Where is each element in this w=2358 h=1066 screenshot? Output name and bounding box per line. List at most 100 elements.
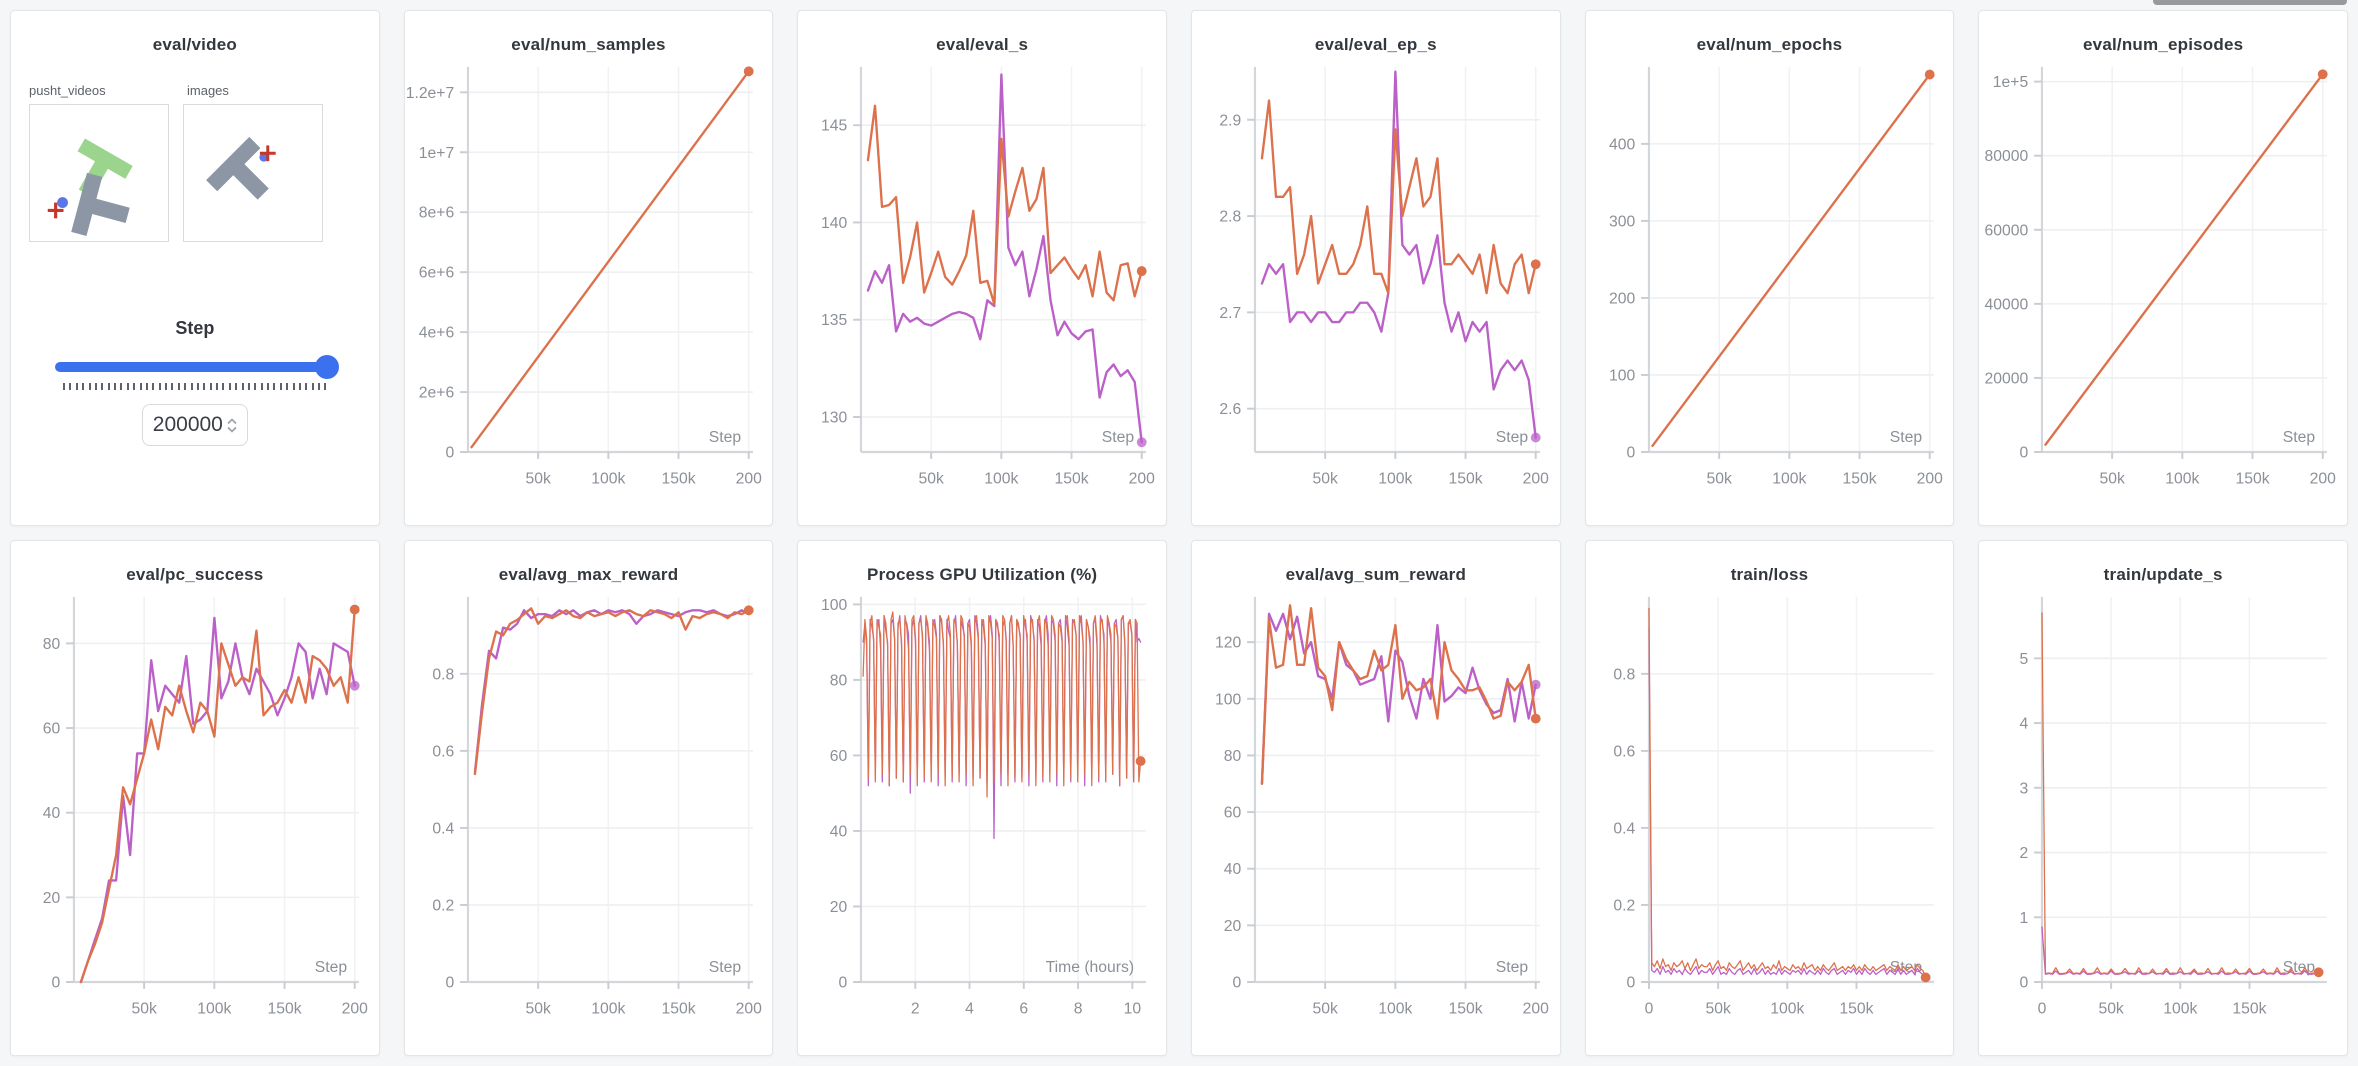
- y-tick-label: 0: [445, 975, 454, 992]
- agent-dot: [259, 152, 269, 162]
- y-tick-label: 40000: [1985, 296, 2029, 313]
- slider-tick: [177, 383, 180, 390]
- y-tick-label: 0.2: [432, 897, 454, 914]
- y-tick-label: 2: [2020, 845, 2029, 862]
- slider-track[interactable]: [55, 362, 335, 372]
- x-tick-label: 4: [965, 1000, 974, 1017]
- slider-tick: [94, 383, 97, 390]
- chart-plot-area[interactable]: 130 135 140 145 50k 100k 150k 200 Step: [798, 57, 1166, 509]
- y-tick-label: 80000: [1985, 148, 2029, 165]
- series-end-dot-orange: [743, 605, 754, 616]
- x-tick-label: 50k: [919, 470, 944, 487]
- x-tick-label: 100k: [2166, 470, 2200, 487]
- chart-panel-eval-avg-max-reward: eval/avg_max_reward 0 0.2 0.4 0.6 0.8 50k 100k 1…: [403, 540, 774, 1056]
- slider-tick: [145, 383, 148, 390]
- x-tick-label: 200: [1523, 470, 1549, 487]
- series-line-purple: [2041, 926, 2320, 975]
- series-line-purple: [1647, 627, 1926, 979]
- chart-plot-area[interactable]: 0 20000 40000 60000 80000 1e+5 50k 100k 150k 200 S…: [1979, 57, 2347, 509]
- series-line-orange: [469, 70, 750, 449]
- x-tick-label: 200: [2310, 470, 2336, 487]
- chart-panel-eval-num-epochs: eval/num_epochs 0 100 200 300 400 50k 100k 150k 2…: [1584, 10, 1955, 526]
- chevron-up-icon[interactable]: [227, 417, 237, 425]
- y-tick-label: 20: [1224, 918, 1242, 935]
- series-line-orange: [2044, 73, 2325, 446]
- y-tick-label: 120: [1215, 635, 1241, 652]
- series-line-orange: [1260, 99, 1537, 295]
- step-value[interactable]: 200000: [152, 413, 223, 436]
- media-caption-images: images: [187, 83, 229, 98]
- pusht-video-thumbnail[interactable]: [29, 104, 169, 242]
- series-line-orange: [1650, 73, 1931, 447]
- y-tick-label: 0.2: [1613, 897, 1635, 914]
- slider-tick: [228, 383, 231, 390]
- chart-panel-eval-pc-success: eval/pc_success 0 20 40 60 80 50k 100k 150k 200 St…: [10, 540, 380, 1056]
- chart-plot-area[interactable]: 0 0.2 0.4 0.6 0.8 50k 100k 150k 200 Step: [405, 587, 773, 1039]
- y-tick-label: 0: [839, 975, 848, 992]
- step-slider-label: Step: [175, 318, 215, 338]
- x-tick-label: 50k: [2100, 470, 2125, 487]
- x-tick-label: 150k: [1448, 1000, 1482, 1017]
- series-end-dot-orange: [1137, 266, 1147, 277]
- x-tick-label: 50k: [2099, 1000, 2124, 1017]
- x-tick-label: 100k: [197, 1000, 231, 1017]
- x-tick-label: 150k: [1448, 470, 1482, 487]
- y-tick-label: 8e+6: [418, 205, 454, 222]
- y-tick-label: 145: [821, 118, 847, 135]
- y-tick-label: 5: [2020, 651, 2029, 668]
- y-tick-label: 0.6: [1613, 743, 1635, 760]
- series-end-dot-purple: [1137, 437, 1147, 448]
- chart-title: eval/num_samples: [511, 35, 666, 54]
- y-tick-label: 2.7: [1219, 305, 1241, 322]
- y-tick-label: 4: [2020, 716, 2029, 733]
- slider-tick: [82, 383, 85, 390]
- images-thumbnail[interactable]: [183, 104, 323, 242]
- step-value-input[interactable]: 200000: [141, 404, 248, 446]
- step-slider[interactable]: [55, 355, 339, 379]
- y-tick-label: 20: [830, 899, 848, 916]
- slider-tick: [273, 383, 276, 390]
- chart-plot-area[interactable]: 0 20 40 60 80 100 2 4 6 8 10 Time (hours): [798, 587, 1166, 1039]
- y-tick-label: 60: [43, 721, 61, 738]
- chart-panel-process-gpu-utilization-: Process GPU Utilization (%) 0 20 40 60 80 100 2…: [797, 540, 1167, 1056]
- y-tick-label: 100: [1609, 367, 1635, 384]
- green-t-block: [77, 138, 133, 197]
- x-tick-label: 50k: [1312, 470, 1337, 487]
- chart-plot-area[interactable]: 0 2e+6 4e+6 6e+6 8e+6 1e+7 1.2e+7 50k 100k 150k 20…: [405, 57, 773, 509]
- x-tick-label: 100k: [1378, 1000, 1412, 1017]
- series-line-orange: [473, 607, 750, 776]
- panel-title: eval/video: [152, 35, 237, 54]
- slider-tick: [298, 383, 301, 390]
- media-captions: pusht_videos images: [29, 83, 361, 98]
- chart-title: train/loss: [1730, 565, 1809, 584]
- slider-thumb[interactable]: [314, 355, 339, 379]
- horizontal-scrollbar-thumb[interactable]: [2153, 0, 2347, 5]
- y-tick-label: 2e+6: [418, 385, 454, 402]
- y-tick-label: 0.4: [1613, 820, 1635, 837]
- y-tick-label: 400: [1609, 136, 1635, 153]
- gray-t-block: [206, 136, 269, 200]
- y-tick-label: 6e+6: [418, 265, 454, 282]
- x-axis-label: Step: [2283, 429, 2316, 446]
- x-tick-label: 200: [735, 1000, 761, 1017]
- x-tick-label: 100k: [591, 470, 625, 487]
- chart-plot-area[interactable]: 0 100 200 300 400 50k 100k 150k 200 Step: [1586, 57, 1954, 509]
- slider-tick: [126, 383, 129, 390]
- y-tick-label: 2.8: [1219, 209, 1241, 226]
- slider-tick: [196, 383, 199, 390]
- x-tick-label: 150k: [1842, 470, 1876, 487]
- chart-panel-eval-num-samples: eval/num_samples 0 2e+6 4e+6 6e+6 8e+6 1e+7 1.2…: [403, 10, 774, 526]
- y-tick-label: 1: [2020, 910, 2029, 927]
- chevron-down-icon[interactable]: [227, 426, 237, 433]
- chart-plot-area[interactable]: 0 0.2 0.4 0.6 0.8 0 50k 100k 150k Step: [1586, 587, 1954, 1039]
- chart-plot-area[interactable]: 2.6 2.7 2.8 2.9 50k 100k 150k 200 Step: [1192, 57, 1560, 509]
- slider-tick: [241, 383, 244, 390]
- chart-plot-area[interactable]: 0 20 40 60 80 50k 100k 150k 200 Step: [11, 587, 379, 1039]
- series-end-dot-orange: [1924, 69, 1935, 80]
- stepper-arrows[interactable]: [227, 417, 237, 433]
- slider-tick: [318, 383, 320, 390]
- chart-plot-area[interactable]: 0 20 40 60 80 100 120 50k 100k 150k 200 Step: [1192, 587, 1560, 1039]
- y-tick-label: 40: [830, 823, 848, 840]
- chart-panel-eval-num-episodes: eval/num_episodes 0 20000 40000 60000 80000 1e…: [1978, 10, 2348, 526]
